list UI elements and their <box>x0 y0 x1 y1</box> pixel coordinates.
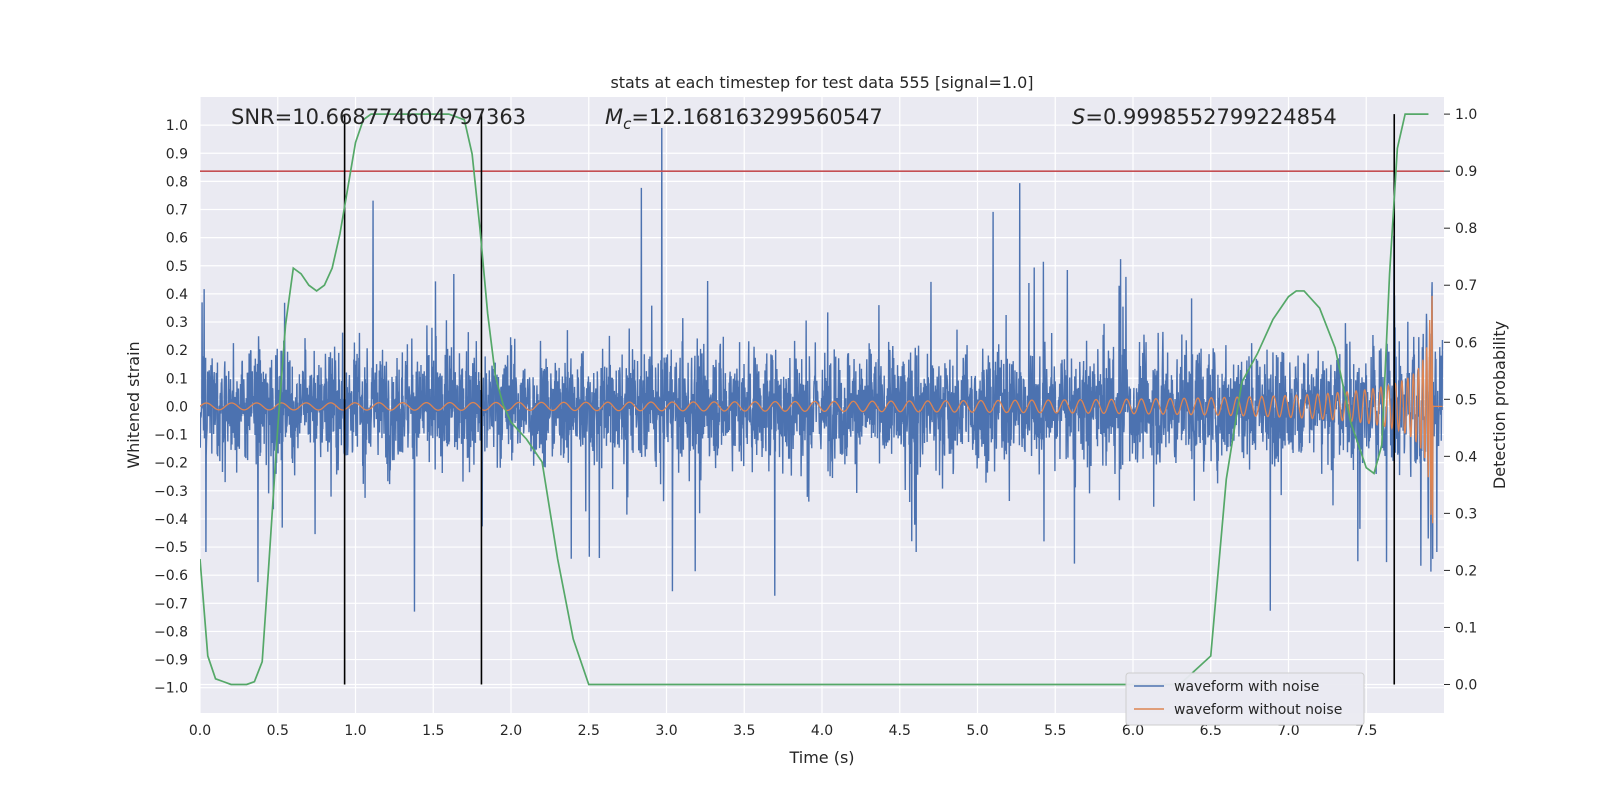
x-tick-label: 1.0 <box>344 723 366 739</box>
y-left-tick-label: 0.7 <box>166 203 188 219</box>
x-tick-label: 5.0 <box>966 723 988 739</box>
y-right-tick-label: 0.7 <box>1455 278 1477 294</box>
mc-subscript: c <box>623 115 632 133</box>
x-tick-label: 4.5 <box>889 723 911 739</box>
y-right-tick-label: 0.6 <box>1455 335 1477 351</box>
x-tick-label: 3.0 <box>655 723 677 739</box>
score-annotation: S=0.9998552799224854 <box>1072 105 1337 129</box>
y-axis-right-ticks: 1.0 0.9 0.8 0.7 0.6 0.5 0.4 0.3 0.2 0.1 0.0 <box>1444 107 1477 693</box>
y-right-tick-label: 0.4 <box>1455 449 1477 465</box>
y-right-tick-label: 0.5 <box>1455 392 1477 408</box>
x-tick-label: 5.5 <box>1044 723 1066 739</box>
y-right-tick-label: 0.2 <box>1455 563 1477 579</box>
x-axis-ticks: 0.0 0.5 1.0 1.5 2.0 2.5 3.0 3.5 4.0 4.5 5.0 5.5 6.0 6… <box>189 723 1378 739</box>
y-right-tick-label: 0.1 <box>1455 620 1477 636</box>
y-left-tick-label: 1.0 <box>166 118 188 134</box>
y-left-tick-label: 0.9 <box>166 146 188 162</box>
legend-label-noise: waveform with noise <box>1174 679 1319 695</box>
x-tick-label: 4.0 <box>811 723 833 739</box>
y-left-tick-label: 0.3 <box>166 315 188 331</box>
x-axis-label: Time (s) <box>788 748 854 767</box>
s-symbol: S <box>1072 105 1085 129</box>
y-left-tick-label: −0.5 <box>154 540 188 556</box>
x-tick-label: 0.5 <box>267 723 289 739</box>
y-right-tick-label: 1.0 <box>1455 107 1477 123</box>
y-right-tick-label: 0.3 <box>1455 506 1477 522</box>
x-tick-label: 1.5 <box>422 723 444 739</box>
series-waveform-without-noise <box>200 295 1443 524</box>
y-left-tick-label: 0.5 <box>166 259 188 275</box>
mc-symbol: M <box>605 105 623 129</box>
x-tick-label: 6.0 <box>1122 723 1144 739</box>
y-left-tick-label: −0.3 <box>154 484 188 500</box>
y-left-tick-label: 0.8 <box>166 174 188 190</box>
series-waveform-with-noise <box>200 127 1444 612</box>
y-right-tick-label: 0.9 <box>1455 164 1477 180</box>
legend-box <box>1125 672 1365 726</box>
y-axis-left-ticks: 1.0 0.9 0.8 0.7 0.6 0.5 0.4 0.3 0.2 0.1 0.0 −0.1 −0.… <box>154 118 188 697</box>
x-tick-label: 2.5 <box>578 723 600 739</box>
s-value: =0.9998552799224854 <box>1085 105 1336 129</box>
y-left-tick-label: −0.1 <box>154 428 188 444</box>
y-left-tick-label: −0.6 <box>154 568 188 584</box>
snr-annotation: SNR=10.668774604797363 <box>231 105 526 129</box>
y-left-tick-label: −0.2 <box>154 456 188 472</box>
x-tick-label: 7.5 <box>1355 723 1377 739</box>
plot-series <box>200 113 1444 686</box>
y-right-tick-label: 0.0 <box>1455 677 1477 693</box>
x-tick-label: 0.0 <box>189 723 211 739</box>
y-left-tick-label: −1.0 <box>154 681 188 697</box>
x-tick-label: 6.5 <box>1200 723 1222 739</box>
mc-value: =12.168163299560547 <box>631 105 882 129</box>
y-left-tick-label: 0.4 <box>166 287 188 303</box>
y-right-tick-label: 0.8 <box>1455 221 1477 237</box>
x-tick-label: 2.0 <box>500 723 522 739</box>
y-left-tick-label: 0.6 <box>166 231 188 247</box>
y-left-tick-label: −0.9 <box>154 653 188 669</box>
chart-title: stats at each timestep for test data 555… <box>610 73 1033 92</box>
y-left-tick-label: −0.4 <box>154 512 188 528</box>
chirp-mass-annotation: Mc=12.168163299560547 <box>605 105 883 133</box>
series-detection-probability <box>200 113 1429 686</box>
y-axis-right-label: Detection probability <box>1490 321 1509 489</box>
y-left-tick-label: 0.0 <box>166 399 188 415</box>
y-left-tick-label: 0.2 <box>166 343 188 359</box>
legend-label-clean: waveform without noise <box>1174 702 1342 718</box>
x-tick-label: 3.5 <box>733 723 755 739</box>
y-left-tick-label: 0.1 <box>166 371 188 387</box>
x-tick-label: 7.0 <box>1277 723 1299 739</box>
y-left-tick-label: −0.7 <box>154 596 188 612</box>
legend: waveform with noise waveform without noi… <box>1125 672 1365 726</box>
y-axis-left-label: Whitened strain <box>124 341 143 468</box>
y-left-tick-label: −0.8 <box>154 624 188 640</box>
